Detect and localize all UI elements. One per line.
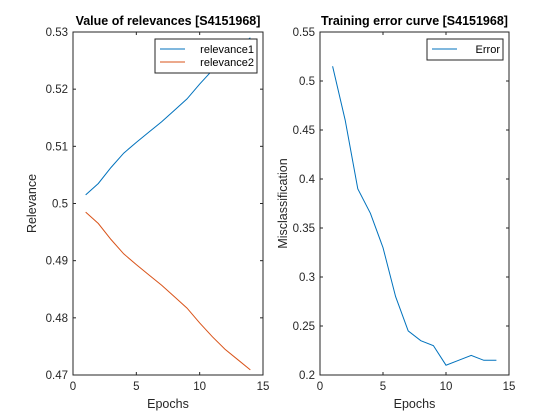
- relevance-y-tick-label: 0.52: [46, 84, 68, 96]
- error-x-tick-label: 10: [440, 381, 453, 393]
- relevance-x-tick-label: 5: [133, 381, 139, 393]
- error-x-tick-label: 5: [380, 381, 386, 393]
- relevance-x-tick-label: 10: [193, 381, 206, 393]
- relevance-y-tick-label: 0.53: [46, 27, 68, 39]
- relevance-series-line-relevance2: [85, 211, 251, 371]
- error-x-tick-label: 0: [317, 381, 323, 393]
- error-y-tick-label: 0.25: [293, 321, 315, 333]
- error-chart-title: Training error curve [S4151968]: [321, 14, 508, 28]
- error-y-tick-label: 0.2: [299, 370, 315, 382]
- error-x-axis-label: Epochs: [394, 397, 436, 411]
- error-y-tick-label: 0.4: [299, 174, 316, 186]
- relevance-y-tick-label: 0.49: [46, 256, 68, 268]
- error-x-tick-label: 15: [503, 381, 516, 393]
- relevance-y-axis-label: Relevance: [25, 174, 39, 233]
- relevance-legend-label: relevance2: [200, 57, 254, 69]
- error-y-tick-label: 0.3: [299, 272, 315, 284]
- error-plot-area: [319, 31, 510, 376]
- error-y-tick-label: 0.55: [293, 27, 315, 39]
- error-series-line-Error: [332, 66, 497, 366]
- relevance-y-tick-label: 0.51: [46, 141, 68, 153]
- relevance-y-tick-label: 0.5: [52, 199, 68, 211]
- relevance-plot-area: [72, 31, 264, 376]
- error-axes: 0 5 10 15 0.2 0.25 0.3 0.35 0.4 0.45 0.5 0.55 Error T…: [276, 14, 515, 411]
- relevance-x-axis-label: Epochs: [147, 397, 189, 411]
- error-y-tick-label: 0.5: [299, 76, 315, 88]
- relevance-x-tick-label: 0: [70, 381, 76, 393]
- error-y-tick-label: 0.45: [293, 125, 315, 137]
- relevance-y-tick-label: 0.48: [46, 313, 68, 325]
- error-y-axis-label: Misclassification: [276, 158, 290, 248]
- error-y-tick-label: 0.35: [293, 223, 315, 235]
- error-legend: [426, 38, 504, 61]
- relevance-x-tick-label: 15: [257, 381, 270, 393]
- relevance-axes: 0 5 10 15 0.47 0.48 0.49 0.5 0.51 0.52 0.53 relevan…: [25, 14, 269, 411]
- relevance-legend-label: relevance1: [200, 44, 254, 56]
- error-legend-label: Error: [476, 44, 501, 56]
- relevance-y-tick-label: 0.47: [46, 370, 68, 382]
- relevance-chart-title: Value of relevances [S4151968]: [76, 14, 261, 28]
- relevance-legend: [154, 38, 258, 74]
